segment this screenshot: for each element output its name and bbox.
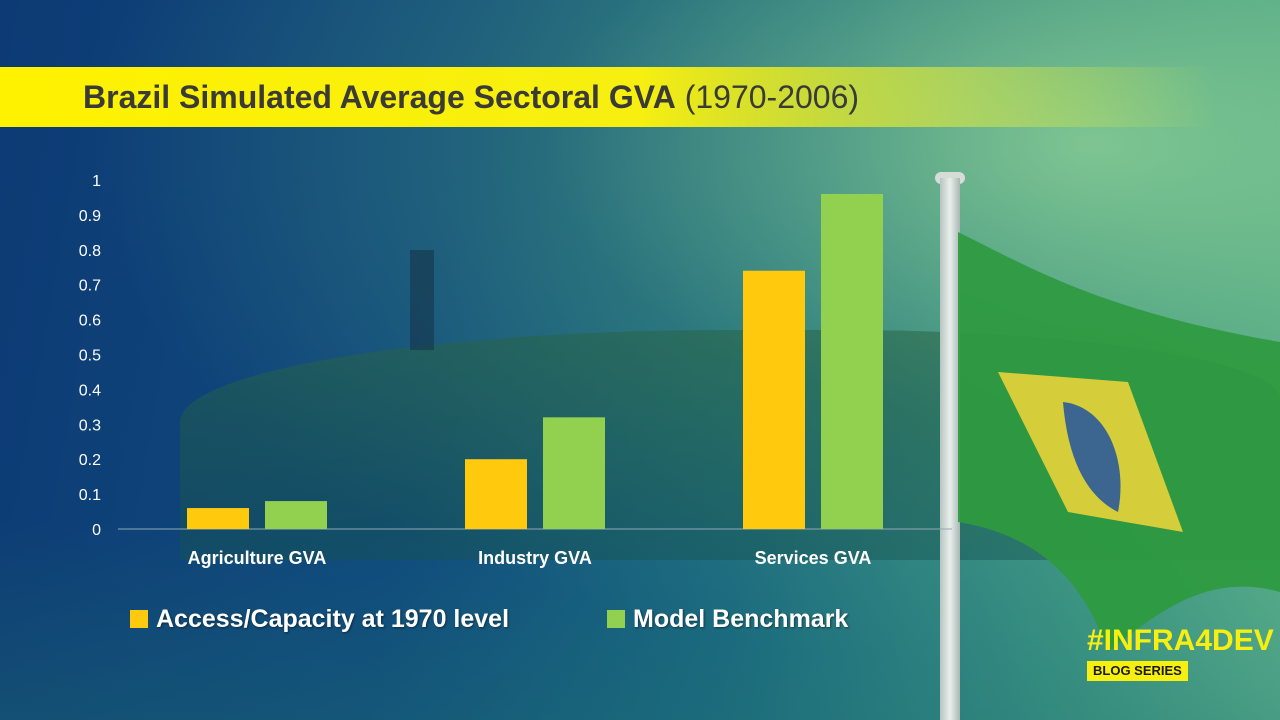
brand-subtitle: BLOG SERIES xyxy=(1087,661,1188,681)
x-tick-label: Industry GVA xyxy=(478,548,592,568)
y-tick-label: 0.1 xyxy=(79,487,101,504)
legend-swatch-access xyxy=(130,610,148,628)
y-tick-label: 0.9 xyxy=(79,208,101,225)
legend-label-access: Access/Capacity at 1970 level xyxy=(156,604,510,633)
bar-access-industry xyxy=(465,459,527,529)
background-chimney xyxy=(410,250,434,350)
bar-benchmark-services xyxy=(821,193,883,529)
bar-access-agriculture xyxy=(187,508,249,529)
x-axis: Agriculture GVA Industry GVA Services GVA xyxy=(188,548,872,568)
legend-item-access: Access/Capacity at 1970 level xyxy=(130,603,509,635)
title-years: (1970-2006) xyxy=(684,79,860,115)
bars xyxy=(187,193,883,529)
legend-swatch-benchmark xyxy=(607,610,625,628)
y-tick-label: 0.6 xyxy=(79,313,101,330)
y-axis: 0 0.1 0.2 0.3 0.4 0.5 0.6 0.7 0.8 0.9 1 xyxy=(79,173,101,539)
brand-hashtag: #INFRA4DEV xyxy=(1087,624,1274,657)
y-tick-label: 0.4 xyxy=(79,382,101,399)
bar-access-services xyxy=(743,270,805,529)
y-tick-label: 0.7 xyxy=(79,278,101,295)
legend-item-benchmark: Model Benchmark xyxy=(607,603,848,635)
x-tick-label: Services GVA xyxy=(755,548,872,568)
y-tick-label: 0.8 xyxy=(79,243,101,260)
y-tick-label: 0.3 xyxy=(79,417,101,434)
legend-label-benchmark: Model Benchmark xyxy=(633,604,849,633)
y-tick-label: 0.5 xyxy=(79,348,101,365)
flagpole xyxy=(940,178,960,720)
brand-logo: #INFRA4DEV BLOG SERIES xyxy=(1087,625,1274,681)
y-tick-label: 0.2 xyxy=(79,452,101,469)
x-tick-label: Agriculture GVA xyxy=(188,548,327,568)
y-tick-label: 0 xyxy=(92,522,101,539)
page-title: Brazil Simulated Average Sectoral GVA (1… xyxy=(83,67,859,127)
brazil-flag-icon xyxy=(958,232,1280,652)
title-main: Brazil Simulated Average Sectoral GVA xyxy=(83,79,676,115)
bar-benchmark-industry xyxy=(543,417,605,529)
y-tick-label: 1 xyxy=(92,173,101,190)
title-bar: Brazil Simulated Average Sectoral GVA (1… xyxy=(0,67,1280,127)
bar-benchmark-agriculture xyxy=(265,501,327,529)
